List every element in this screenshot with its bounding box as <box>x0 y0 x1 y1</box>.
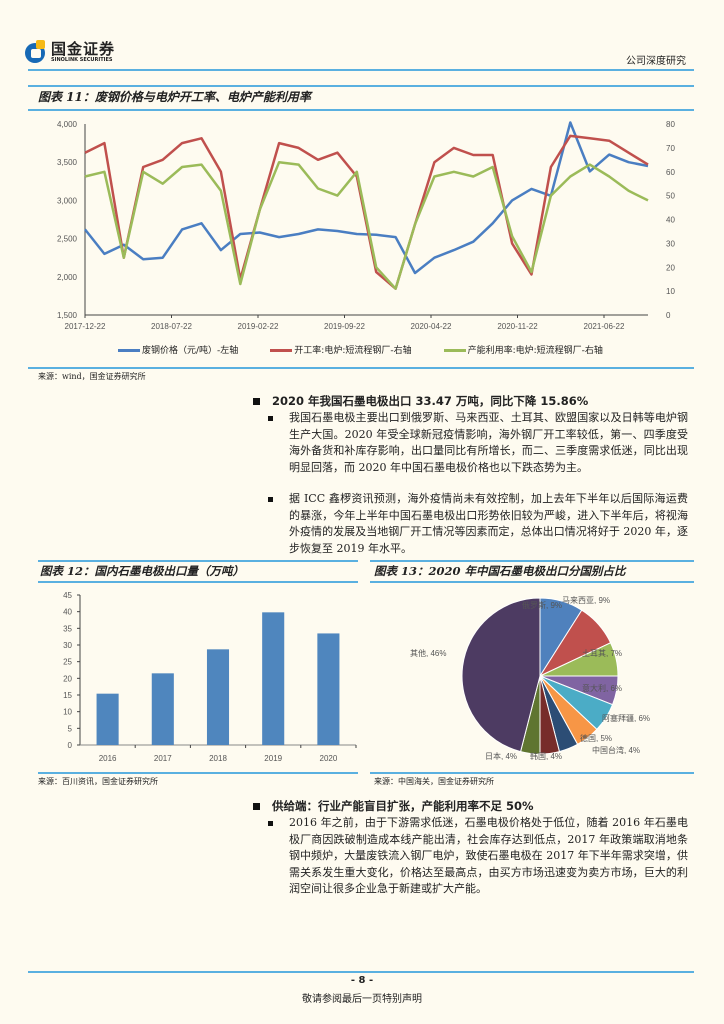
figure13-title: 图表 13：2020 年中国石墨电极出口分国别占比 <box>374 564 626 578</box>
svg-text:马来西亚, 9%: 马来西亚, 9% <box>562 596 610 605</box>
bullet-icon <box>268 497 273 502</box>
divider <box>370 772 694 774</box>
svg-text:25: 25 <box>63 658 72 667</box>
section2-heading: 供给端：行业产能盲目扩张，产能利用率不足 50% <box>253 798 534 814</box>
svg-text:30: 30 <box>63 641 72 650</box>
divider <box>38 581 358 583</box>
logo-en: SINOLINK SECURITIES <box>51 56 113 63</box>
divider <box>370 560 694 562</box>
section1-heading: 2020 年我国石墨电极出口 33.47 万吨，同比下降 15.86% <box>253 393 588 409</box>
logo-icon <box>25 40 47 64</box>
svg-text:80: 80 <box>666 120 675 129</box>
svg-text:2021-06-22: 2021-06-22 <box>584 322 625 331</box>
svg-text:3,500: 3,500 <box>57 158 78 167</box>
svg-text:1,500: 1,500 <box>57 311 78 320</box>
figure12-bar-chart: 0 5 10 15 20 25 30 35 40 45 2016 2017 2018 2019 2020 <box>63 591 357 763</box>
svg-text:其他, 46%: 其他, 46% <box>410 648 446 658</box>
svg-text:2020-04-22: 2020-04-22 <box>411 322 452 331</box>
figure11-line-chart: 1,500 2,000 2,500 3,000 3,500 4,000 0 10 20 30 40 5… <box>57 120 675 331</box>
svg-text:45: 45 <box>63 591 72 600</box>
logo-cn: 国金证券 <box>51 39 116 58</box>
svg-text:2018: 2018 <box>209 754 227 763</box>
figure13-source: 来源：中国海关，国金证券研究所 <box>374 777 494 786</box>
report-type: 公司深度研究 <box>626 56 686 67</box>
section1-bullet: 据 ICC 鑫椤资讯预测，海外疫情尚未有效控制，加上去年下半年以后国际海运费的暴… <box>268 491 688 557</box>
svg-text:2019: 2019 <box>264 754 282 763</box>
legend-item-operating-rate: 开工率:电炉:短流程钢厂-右轴 <box>270 343 412 356</box>
svg-text:2019-02-22: 2019-02-22 <box>238 322 279 331</box>
svg-text:0: 0 <box>666 311 671 320</box>
bullet-icon <box>268 416 273 421</box>
svg-text:3,000: 3,000 <box>57 196 78 205</box>
svg-text:俄罗斯, 9%: 俄罗斯, 9% <box>522 600 562 610</box>
legend-item-scrap-price: 废钢价格（元/吨）-左轴 <box>118 343 238 356</box>
svg-text:35: 35 <box>63 624 72 633</box>
divider <box>28 109 694 111</box>
svg-text:2019-09-22: 2019-09-22 <box>324 322 365 331</box>
section1-bullet: 我国石墨电极主要出口到俄罗斯、马来西亚、土耳其、欧盟国家以及日韩等电炉钢生产大国… <box>268 410 688 476</box>
svg-text:40: 40 <box>63 608 72 617</box>
svg-text:5: 5 <box>68 724 73 733</box>
svg-text:0: 0 <box>68 741 73 750</box>
svg-text:2017: 2017 <box>154 754 172 763</box>
divider <box>38 560 358 562</box>
svg-text:10: 10 <box>666 287 675 296</box>
figure12-title: 图表 12：国内石墨电极出口量（万吨） <box>40 564 245 578</box>
svg-text:2020-11-22: 2020-11-22 <box>497 322 538 331</box>
svg-text:2017-12-22: 2017-12-22 <box>65 322 106 331</box>
paragraph: 据 ICC 鑫椤资讯预测，海外疫情尚未有效控制，加上去年下半年以后国际海运费的暴… <box>289 492 688 555</box>
paragraph: 我国石墨电极主要出口到俄罗斯、马来西亚、土耳其、欧盟国家以及日韩等电炉钢生产大国… <box>289 411 688 474</box>
divider <box>28 367 694 369</box>
svg-text:20: 20 <box>666 263 675 272</box>
svg-text:30: 30 <box>666 239 675 248</box>
figure11-legend: 废钢价格（元/吨）-左轴 开工率:电炉:短流程钢厂-右轴 产能利用率:电炉:短流… <box>118 343 603 356</box>
svg-text:15: 15 <box>63 691 72 700</box>
svg-text:日本, 4%: 日本, 4% <box>485 751 517 761</box>
disclaimer: 敬请参阅最后一页特别声明 <box>302 994 422 1005</box>
divider <box>370 581 694 583</box>
svg-text:2,500: 2,500 <box>57 235 78 244</box>
svg-text:60: 60 <box>666 168 675 177</box>
svg-text:2018-07-22: 2018-07-22 <box>151 322 192 331</box>
figure11-source: 来源：wind，国金证券研究所 <box>38 372 146 381</box>
svg-text:20: 20 <box>63 674 72 683</box>
divider <box>28 85 694 87</box>
svg-text:2016: 2016 <box>99 754 117 763</box>
svg-text:2020: 2020 <box>320 754 338 763</box>
svg-text:中国台湾, 4%: 中国台湾, 4% <box>592 745 640 755</box>
sinolink-logo: 国金证券 SINOLINK SECURITIES <box>25 40 115 64</box>
bullet-icon <box>253 802 260 810</box>
paragraph: 2016 年之前，由于下游需求低迷，石墨电极价格处于低位，随着 2016 年石墨… <box>289 816 688 895</box>
svg-text:10: 10 <box>63 708 72 717</box>
divider <box>38 772 358 774</box>
svg-text:土耳其, 7%: 土耳其, 7% <box>582 648 622 658</box>
figure13-pie-chart: 俄罗斯, 9%马来西亚, 9% 土耳其, 7% 意大利, 6% 阿塞拜疆, 6% 德国,… <box>410 596 650 761</box>
svg-text:2,000: 2,000 <box>57 273 78 282</box>
svg-text:70: 70 <box>666 144 675 153</box>
svg-text:意大利, 6%: 意大利, 6% <box>582 683 622 693</box>
page-number: - 8 - <box>350 975 374 986</box>
section2-bullet: 2016 年之前，由于下游需求低迷，石墨电极价格处于低位，随着 2016 年石墨… <box>268 815 688 898</box>
figure11-title: 图表 11：废钢价格与电炉开工率、电炉产能利用率 <box>38 90 311 104</box>
bullet-icon <box>253 397 260 405</box>
header-divider <box>28 69 694 71</box>
svg-text:阿塞拜疆, 6%: 阿塞拜疆, 6% <box>602 713 650 723</box>
svg-text:4,000: 4,000 <box>57 120 78 129</box>
svg-text:德国, 5%: 德国, 5% <box>580 733 612 743</box>
footer-divider <box>28 971 694 973</box>
svg-text:韩国, 4%: 韩国, 4% <box>530 751 562 761</box>
svg-text:40: 40 <box>666 216 675 225</box>
legend-item-capacity-utilization: 产能利用率:电炉:短流程钢厂-右轴 <box>443 343 603 356</box>
bullet-icon <box>268 821 273 826</box>
svg-text:50: 50 <box>666 192 675 201</box>
figure12-source: 来源：百川资讯，国金证券研究所 <box>38 777 158 786</box>
